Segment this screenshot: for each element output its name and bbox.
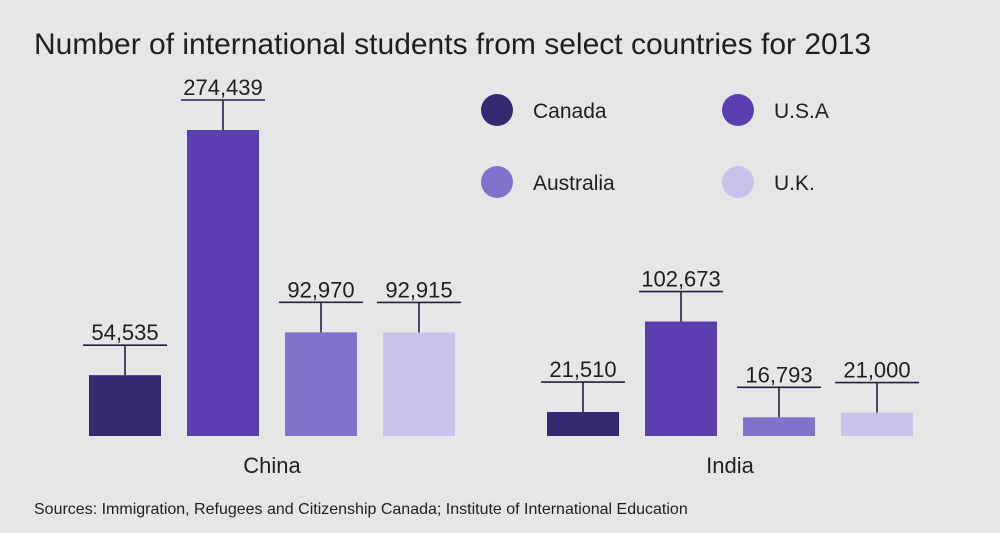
data-label-china-u-s-a: 274,439 bbox=[183, 75, 263, 100]
bar-china-canada bbox=[89, 375, 161, 436]
category-labels: China India bbox=[243, 453, 754, 478]
legend: Canada U.S.A Australia U.K. bbox=[481, 94, 829, 198]
data-label-india-canada: 21,510 bbox=[549, 357, 616, 382]
legend-swatch-u-k bbox=[722, 166, 754, 198]
data-label-india-u-s-a: 102,673 bbox=[641, 267, 721, 292]
legend-label-u-k: U.K. bbox=[774, 172, 815, 195]
chart-source: Sources: Immigration, Refugees and Citiz… bbox=[34, 501, 688, 518]
category-label-india: India bbox=[706, 453, 754, 478]
legend-label-u-s-a: U.S.A bbox=[774, 100, 829, 123]
legend-swatch-u-s-a bbox=[722, 94, 754, 126]
legend-label-australia: Australia bbox=[533, 172, 615, 195]
chart-title: Number of international students from se… bbox=[34, 28, 871, 61]
bar-india-australia bbox=[743, 417, 815, 436]
legend-swatch-canada bbox=[481, 94, 513, 126]
bar-india-u-k bbox=[841, 412, 913, 436]
bar-india-u-s-a bbox=[645, 321, 717, 436]
data-label-china-u-k: 92,915 bbox=[385, 277, 452, 302]
legend-label-canada: Canada bbox=[533, 100, 607, 123]
legend-swatch-australia bbox=[481, 166, 513, 198]
bar-china-u-k bbox=[383, 332, 455, 436]
category-label-china: China bbox=[243, 453, 301, 478]
bars-layer: 54,535 274,439 92,970 92,915 21,510 102,673 16… bbox=[83, 75, 919, 436]
bar-china-u-s-a bbox=[187, 130, 259, 436]
bar-india-canada bbox=[547, 412, 619, 436]
data-label-india-australia: 16,793 bbox=[745, 362, 812, 387]
data-label-india-u-k: 21,000 bbox=[843, 358, 910, 383]
data-label-china-australia: 92,970 bbox=[287, 277, 354, 302]
bar-china-australia bbox=[285, 332, 357, 436]
data-label-china-canada: 54,535 bbox=[91, 320, 158, 345]
